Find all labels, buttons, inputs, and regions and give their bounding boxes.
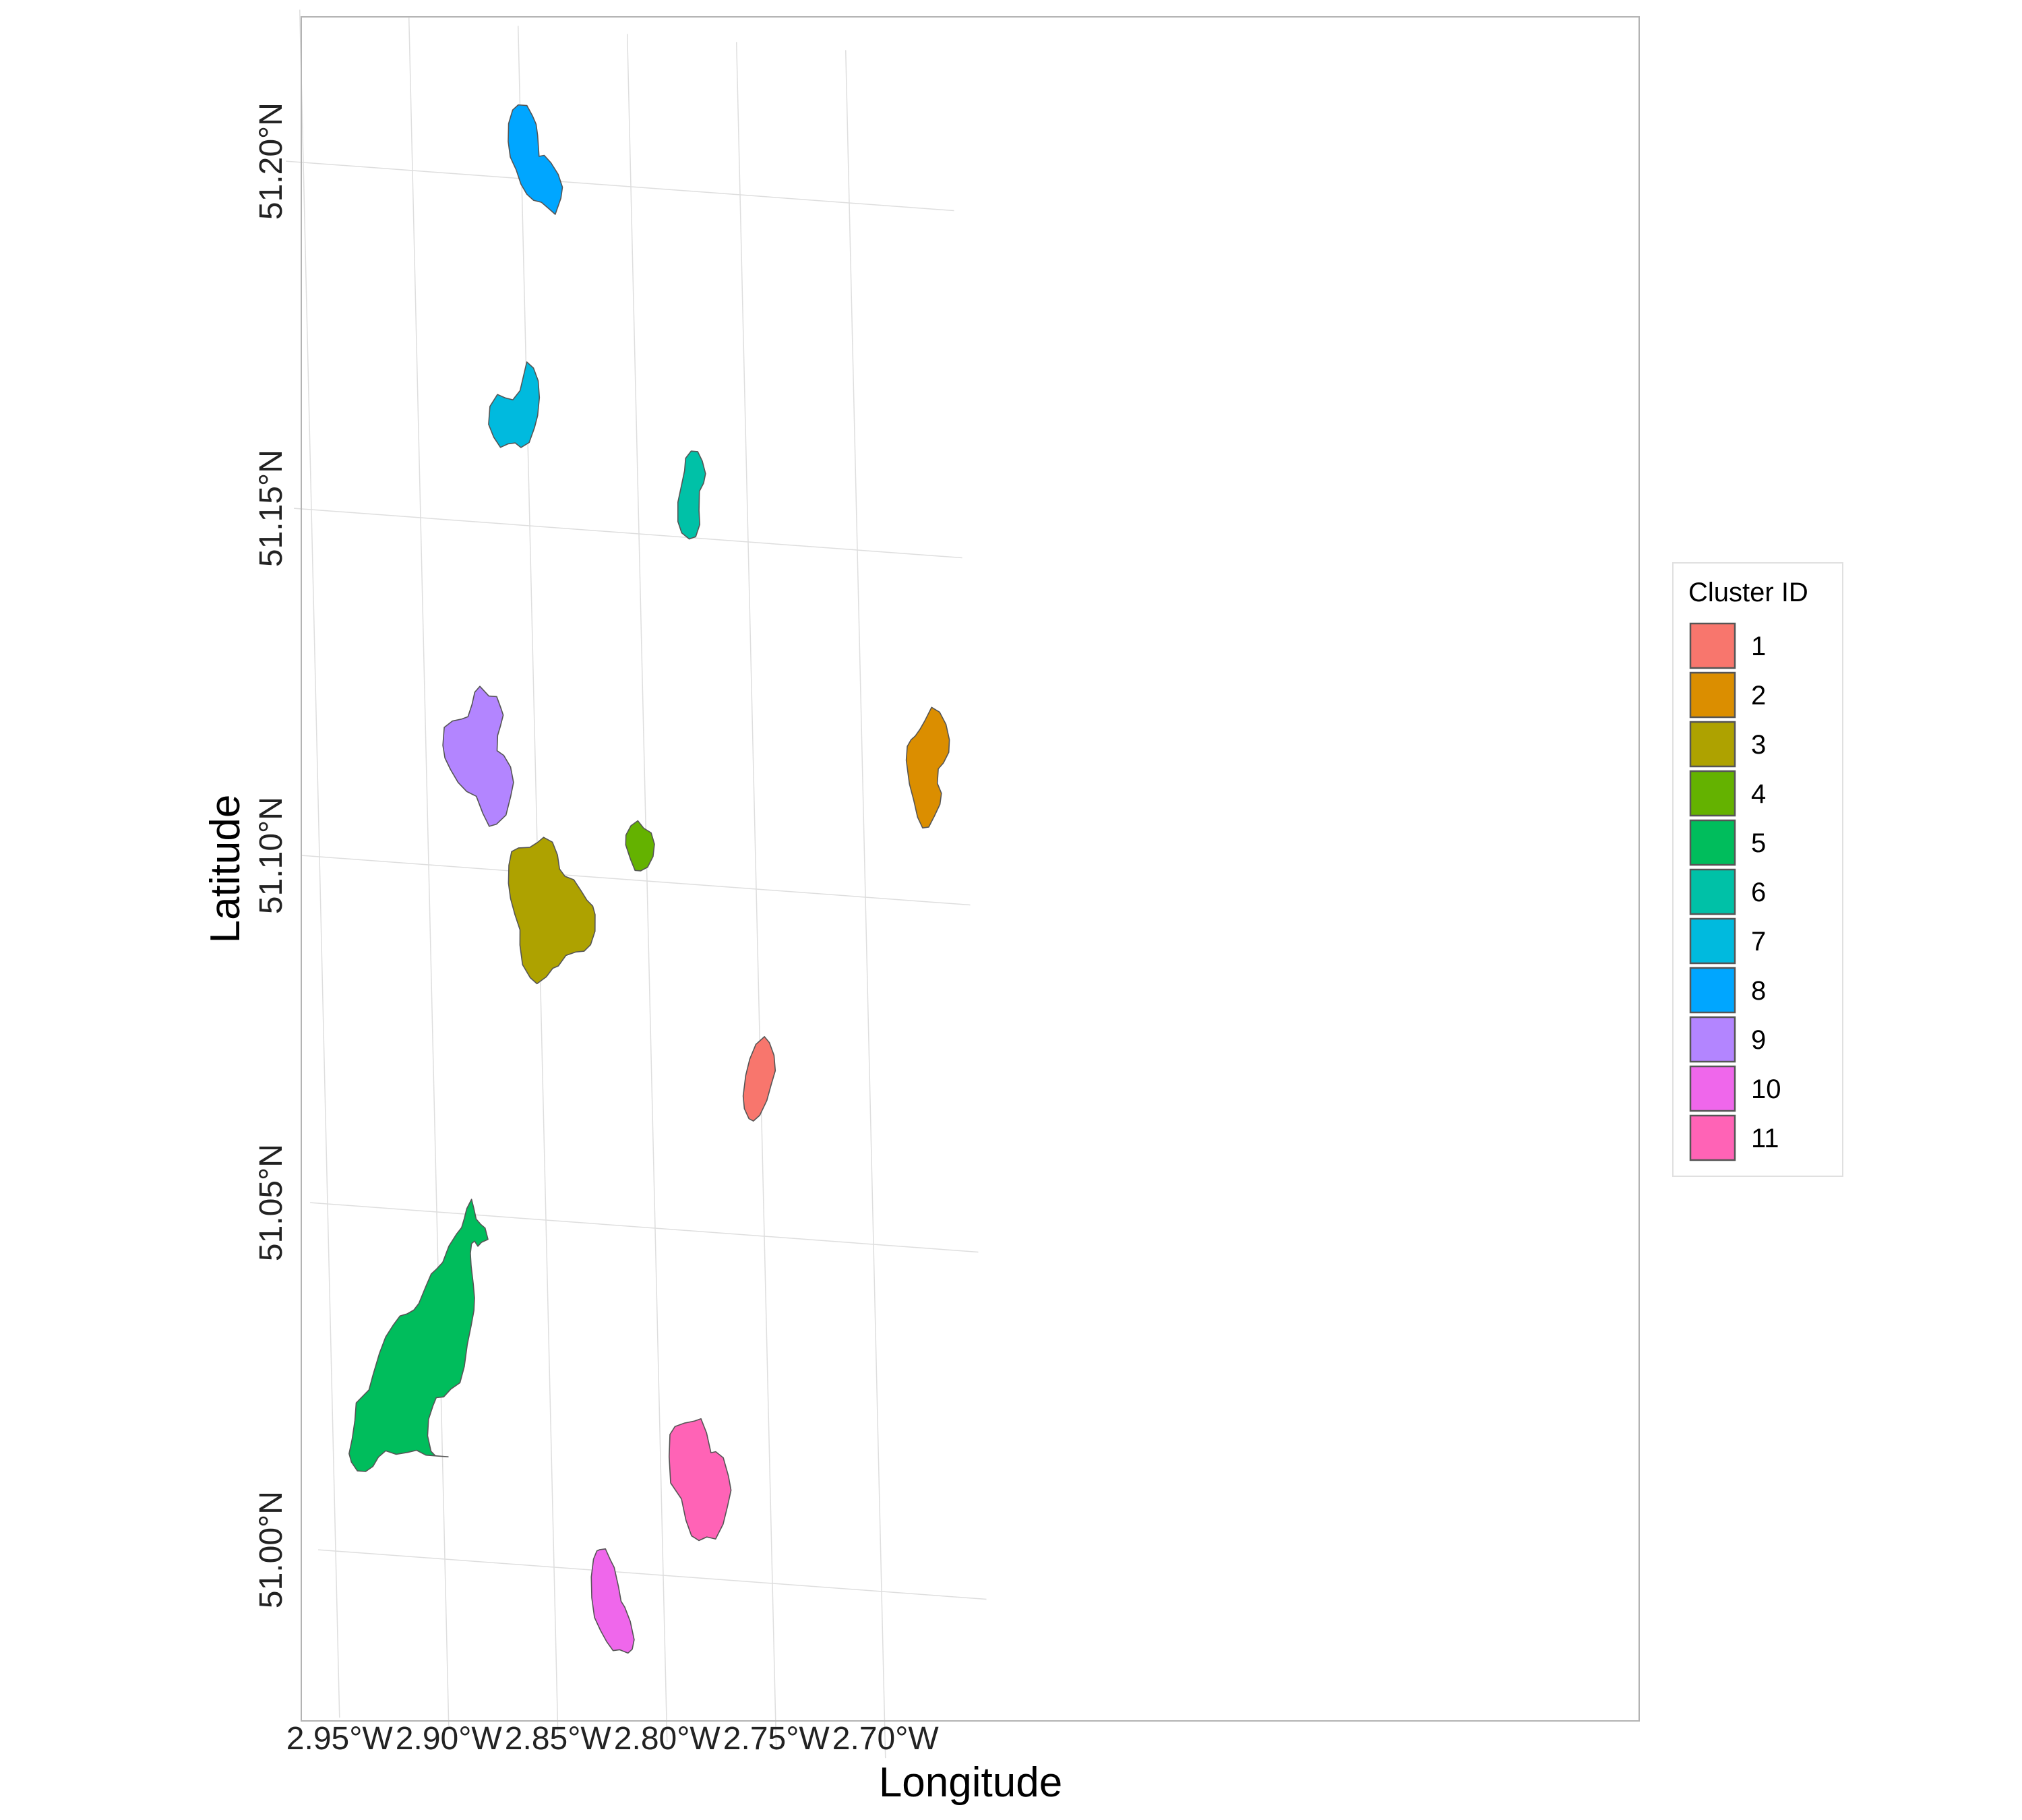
y-axis-ticks: 51.00°N 51.05°N 51.10°N 51.15°N 51.20°N — [253, 102, 289, 1608]
cluster-10-region — [590, 1548, 635, 1654]
meridian-line — [735, 42, 777, 1751]
y-tick-label: 51.10°N — [253, 797, 289, 914]
cluster-3-region — [508, 837, 596, 985]
x-axis-title: Longitude — [879, 1759, 1062, 1806]
legend-items: 1 2 3 4 5 6 7 8 9 10 11 — [1689, 622, 1781, 1161]
cluster-5-region — [348, 1199, 489, 1472]
parallel-line — [286, 160, 954, 212]
cluster-6-region — [677, 450, 706, 540]
panel-background — [301, 17, 1639, 1721]
legend-swatch — [1689, 721, 1736, 768]
y-tick-label: 51.15°N — [253, 450, 289, 567]
cluster-1-region — [742, 1036, 776, 1122]
legend-title: Cluster ID — [1688, 578, 1808, 607]
legend-swatch — [1689, 1065, 1736, 1112]
cluster-7-region — [488, 361, 541, 448]
y-tick-label: 51.05°N — [253, 1144, 289, 1261]
legend-label: 2 — [1751, 681, 1766, 710]
legend-swatch — [1689, 671, 1736, 719]
parallel-line — [310, 1202, 979, 1253]
cluster-9-region — [442, 686, 514, 827]
legend-label: 7 — [1751, 927, 1766, 957]
cluster-4-region — [625, 820, 655, 872]
parallel-line — [302, 855, 971, 906]
legend-swatch — [1689, 1114, 1736, 1161]
x-tick-label: 2.75°W — [723, 1721, 830, 1757]
parallel-line — [318, 1549, 987, 1600]
y-tick-label: 51.00°N — [253, 1491, 289, 1608]
cluster-regions — [348, 104, 950, 1654]
legend-swatch — [1689, 868, 1736, 915]
x-tick-label: 2.85°W — [505, 1721, 612, 1757]
legend-swatch — [1689, 917, 1736, 965]
legend-swatch — [1689, 770, 1736, 817]
legend-label: 10 — [1751, 1074, 1781, 1104]
legend-swatch — [1689, 967, 1736, 1014]
legend-label: 11 — [1751, 1124, 1779, 1153]
panel-border — [301, 16, 1640, 1722]
legend-label: 5 — [1751, 828, 1766, 858]
legend-label: 9 — [1751, 1025, 1766, 1055]
meridian-line — [845, 50, 886, 1759]
x-tick-label: 2.90°W — [396, 1721, 503, 1757]
meridian-line — [299, 9, 340, 1718]
y-tick-label: 51.20°N — [253, 102, 289, 220]
parallel-line — [294, 508, 962, 559]
x-tick-label: 2.95°W — [286, 1721, 394, 1757]
legend-label: 3 — [1751, 730, 1766, 760]
cluster-11-region — [668, 1418, 732, 1542]
meridian-line — [408, 18, 450, 1726]
legend: Cluster ID 1 2 3 4 5 6 7 8 9 10 11 — [1672, 562, 1843, 1177]
x-tick-label: 2.70°W — [832, 1721, 940, 1757]
legend-label: 1 — [1751, 632, 1766, 661]
legend-swatch — [1689, 622, 1736, 669]
cluster-8-region — [508, 104, 563, 215]
meridian-line — [626, 34, 668, 1742]
legend-label: 4 — [1751, 779, 1766, 809]
x-tick-label: 2.80°W — [614, 1721, 721, 1757]
y-axis-title: Latitude — [202, 795, 249, 944]
cluster-2-region — [905, 706, 950, 829]
legend-label: 8 — [1751, 976, 1766, 1006]
legend-label: 6 — [1751, 878, 1766, 907]
x-axis-ticks: 2.95°W 2.90°W 2.85°W 2.80°W 2.75°W 2.70°W — [286, 1721, 940, 1757]
legend-swatch — [1689, 1016, 1736, 1063]
legend-swatch — [1689, 819, 1736, 866]
